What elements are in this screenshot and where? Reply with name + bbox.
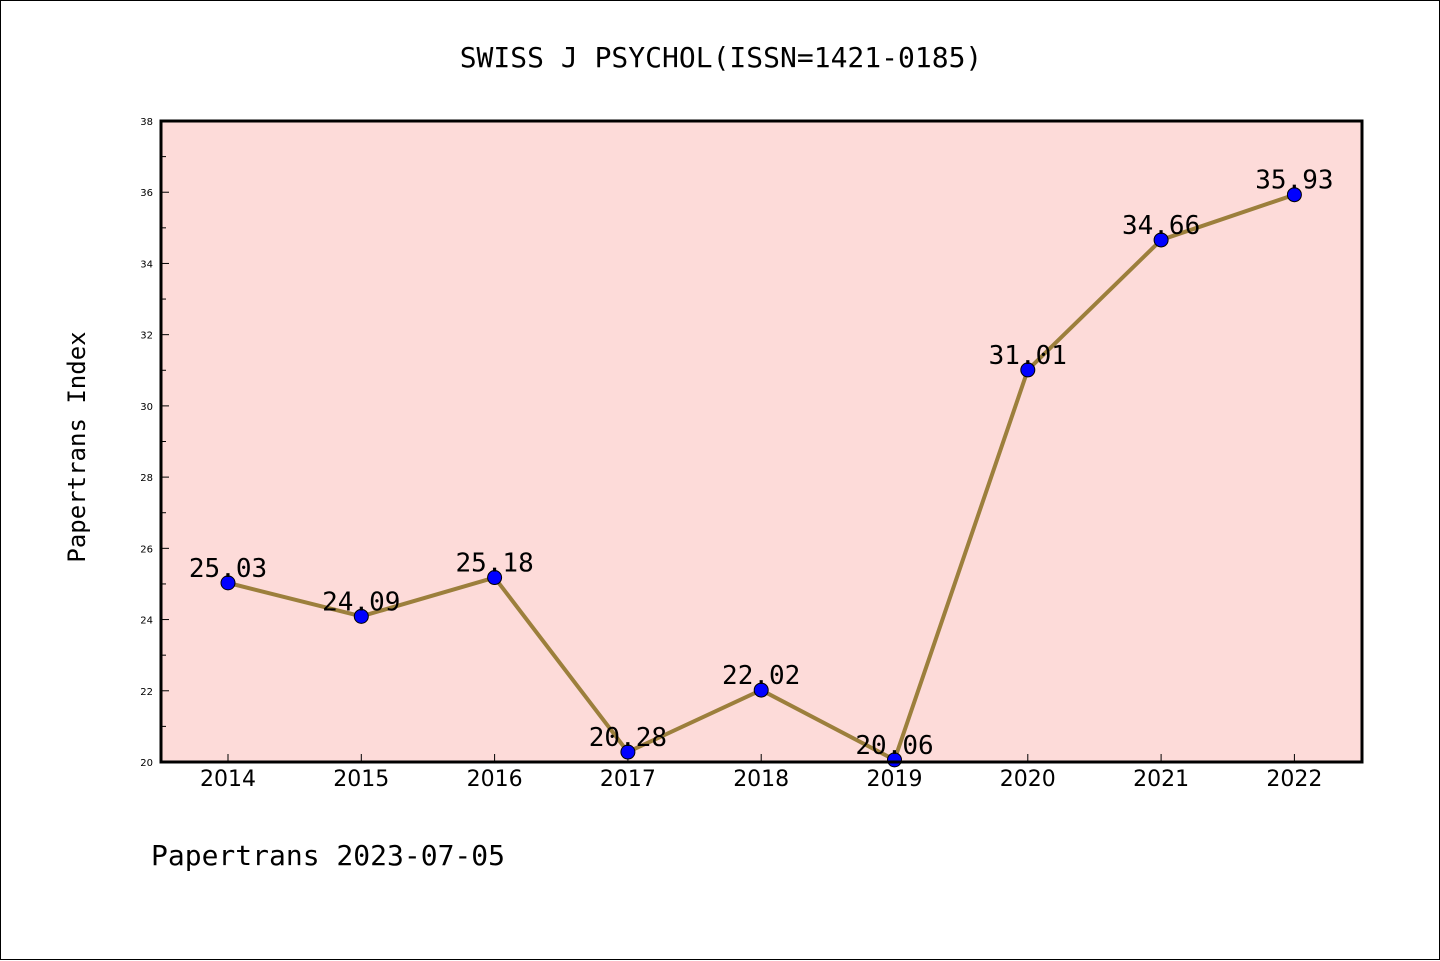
y-tick-label: 26 <box>140 544 153 555</box>
y-tick-label: 20 <box>140 758 153 769</box>
data-point <box>487 570 503 586</box>
y-tick-label: 22 <box>140 687 153 698</box>
x-tick-label: 2020 <box>1000 767 1056 792</box>
data-label: 31.01 <box>989 341 1067 371</box>
y-axis-label: Papertrans Index <box>63 331 91 562</box>
x-tick-label: 2022 <box>1266 767 1322 792</box>
chart-title: SWISS J PSYCHOL(ISSN=1421-0185) <box>460 41 983 74</box>
data-point <box>620 744 636 760</box>
data-label: 22.02 <box>722 661 800 691</box>
x-tick-label: 2014 <box>200 767 256 792</box>
y-tick-label: 38 <box>140 117 153 128</box>
data-label: 20.28 <box>589 723 667 753</box>
data-label: 34.66 <box>1122 211 1200 241</box>
y-tick-label: 32 <box>140 331 153 342</box>
data-point <box>1020 362 1036 378</box>
data-markers <box>220 187 1302 768</box>
data-labels: 25.03 24.09 25.18 20.28 22.02 20.06 31.01 34.66… <box>189 166 1334 761</box>
x-tick-label: 2019 <box>867 767 923 792</box>
plot-border <box>159 119 1364 764</box>
data-label: 25.03 <box>189 554 267 584</box>
data-point <box>753 682 769 698</box>
data-point <box>1286 187 1302 203</box>
footer-text: Papertrans 2023-07-05 <box>151 839 505 872</box>
y-tick-label: 36 <box>140 188 153 199</box>
data-point <box>1153 232 1169 248</box>
x-tick-label: 2021 <box>1133 767 1189 792</box>
data-label: 24.09 <box>322 587 400 617</box>
x-tick-label: 2015 <box>333 767 389 792</box>
data-point <box>220 575 236 591</box>
data-label: 20.06 <box>855 731 933 761</box>
data-point <box>353 608 369 624</box>
y-tick-label: 24 <box>140 616 153 627</box>
x-tick-label: 2016 <box>467 767 523 792</box>
y-tick-label: 30 <box>140 402 153 413</box>
y-tick-label: 34 <box>140 259 153 270</box>
data-label: 25.18 <box>455 549 533 579</box>
x-axis: 2014 2015 2016 2017 2018 2019 2020 2021 2022 <box>200 754 1322 792</box>
data-label: 35.93 <box>1255 166 1333 196</box>
x-tick-label: 2017 <box>600 767 656 792</box>
x-tick-label: 2018 <box>733 767 789 792</box>
y-tick-label: 28 <box>140 473 153 484</box>
plot-area <box>161 121 1362 762</box>
